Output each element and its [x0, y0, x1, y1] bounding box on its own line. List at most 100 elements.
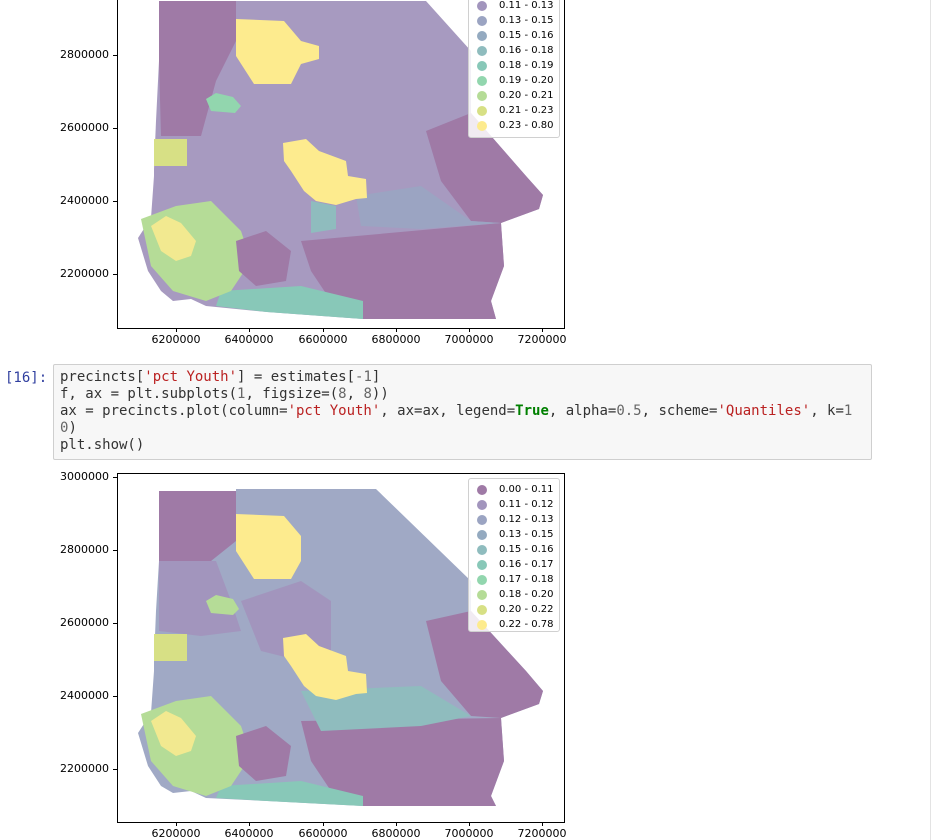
legend-swatch: [477, 545, 487, 555]
code-token: 1: [237, 386, 246, 402]
code-token: , figsize=(: [245, 386, 339, 402]
legend-swatch: [477, 121, 487, 131]
x-tick-mark: [396, 822, 397, 826]
notebook-right-border: [930, 0, 931, 840]
legend-label: 0.13 - 0.15: [499, 529, 554, 540]
y-tick-label: 2200000: [60, 267, 109, 280]
x-tick-mark: [249, 822, 250, 826]
x-tick-mark: [469, 328, 470, 332]
x-tick-label: 6200000: [151, 827, 201, 840]
code-token: True: [515, 403, 549, 419]
legend-label: 0.15 - 0.16: [499, 30, 554, 41]
map-region-yellow-central: [283, 139, 367, 205]
legend-entry: 0.11 - 0.12: [469, 498, 559, 513]
code-token: )): [371, 386, 389, 402]
y-tick-label: 3000000: [60, 470, 109, 483]
y-tick-label: 2800000: [60, 48, 109, 61]
legend-label: 0.15 - 0.16: [499, 544, 554, 555]
legend-swatch: [477, 485, 487, 495]
y-tick-label: 2800000: [60, 543, 109, 556]
map-region-purple-south: [301, 718, 504, 806]
x-tick-mark: [542, 328, 543, 332]
map-region-yellow-central: [283, 634, 367, 700]
x-tick-label: 7000000: [444, 827, 494, 840]
code-token: 1: [843, 403, 853, 419]
y-tick-mark: [113, 128, 117, 129]
code-line: ax = precincts.plot(column='pct Youth', …: [60, 403, 852, 419]
legend-swatch: [477, 76, 487, 86]
x-tick-label: 6600000: [298, 333, 348, 346]
legend-swatch: [477, 91, 487, 101]
code-line: precincts['pct Youth'] = estimates[-1]: [60, 369, 380, 385]
code-token: 'Quantiles': [717, 403, 811, 419]
legend-entry: 0.16 - 0.18: [469, 44, 559, 59]
cell-prompt: [16]:: [5, 370, 48, 386]
legend-label: 0.23 - 0.80: [499, 120, 554, 131]
legend-swatch: [477, 500, 487, 510]
legend-label: 0.20 - 0.21: [499, 90, 554, 101]
x-tick-mark: [396, 328, 397, 332]
code-token: , alpha=: [548, 403, 617, 419]
legend-entry: 0.17 - 0.18: [469, 573, 559, 588]
code-token: , ax=ax, legend=: [380, 403, 516, 419]
map-region-purple-east: [426, 113, 543, 223]
map-region-purple-south: [301, 223, 504, 319]
legend-swatch: [477, 61, 487, 71]
code-cell-input[interactable]: precincts['pct Youth'] = estimates[-1] f,…: [53, 364, 872, 460]
x-tick-label: 6400000: [224, 827, 274, 840]
map-region-purple-north: [159, 1, 236, 136]
legend-label: 0.19 - 0.20: [499, 75, 554, 86]
x-tick-mark: [323, 328, 324, 332]
code-token: f, ax = plt.subplots(: [60, 386, 238, 402]
code-token: , scheme=: [641, 403, 718, 419]
code-token: 0.5: [616, 403, 642, 419]
x-tick-label: 7200000: [517, 333, 567, 346]
code-token: 8: [338, 386, 347, 402]
code-line: 0): [60, 420, 77, 436]
map-legend: 0.11 - 0.13 0.13 - 0.15 0.15 - 0.16 0.16 - …: [468, 0, 560, 138]
county-map: [138, 1, 543, 319]
legend-swatch: [477, 620, 487, 630]
code-token: precincts[: [60, 369, 145, 385]
map-axes: [117, 473, 565, 823]
x-tick-label: 7200000: [517, 827, 567, 840]
map-region-yellow-north: [236, 514, 301, 579]
code-token: -1: [355, 369, 372, 385]
x-tick-mark: [249, 328, 250, 332]
legend-entry: 0.18 - 0.19: [469, 59, 559, 74]
map-region-green-north: [206, 93, 241, 113]
legend-entry: 0.12 - 0.13: [469, 513, 559, 528]
legend-label: 0.00 - 0.11: [499, 484, 554, 495]
y-tick-label: 2200000: [60, 762, 109, 775]
x-tick-mark: [323, 822, 324, 826]
legend-entry: 0.15 - 0.16: [469, 29, 559, 44]
legend-swatch: [477, 605, 487, 615]
map-region-green-north: [206, 595, 239, 615]
legend-label: 0.18 - 0.20: [499, 589, 554, 600]
code-token: 'pct Youth': [144, 369, 238, 385]
legend-swatch: [477, 560, 487, 570]
y-tick-mark: [113, 623, 117, 624]
x-tick-label: 6400000: [224, 333, 274, 346]
legend-entry: 0.15 - 0.16: [469, 543, 559, 558]
legend-swatch: [477, 590, 487, 600]
x-tick-label: 7000000: [444, 333, 494, 346]
legend-swatch: [477, 31, 487, 41]
legend-label: 0.22 - 0.78: [499, 619, 554, 630]
map-region-urban-purple: [236, 726, 291, 781]
map-region-urban-purple: [236, 231, 291, 286]
y-tick-mark: [113, 477, 117, 478]
x-tick-label: 6800000: [371, 333, 421, 346]
y-tick-label: 2400000: [60, 194, 109, 207]
legend-entry: 0.13 - 0.15: [469, 14, 559, 29]
legend-swatch: [477, 575, 487, 585]
legend-swatch: [477, 106, 487, 116]
legend-label: 0.16 - 0.18: [499, 45, 554, 56]
legend-swatch: [477, 530, 487, 540]
code-token: plt.show(): [60, 437, 145, 453]
x-tick-mark: [542, 822, 543, 826]
legend-entry: 0.18 - 0.20: [469, 588, 559, 603]
y-tick-label: 2400000: [60, 689, 109, 702]
legend-label: 0.11 - 0.12: [499, 499, 554, 510]
legend-entry: 0.00 - 0.11: [469, 483, 559, 498]
